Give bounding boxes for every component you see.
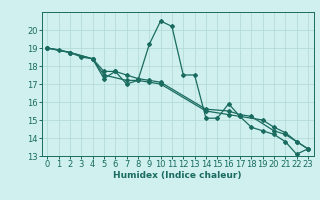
- X-axis label: Humidex (Indice chaleur): Humidex (Indice chaleur): [113, 171, 242, 180]
